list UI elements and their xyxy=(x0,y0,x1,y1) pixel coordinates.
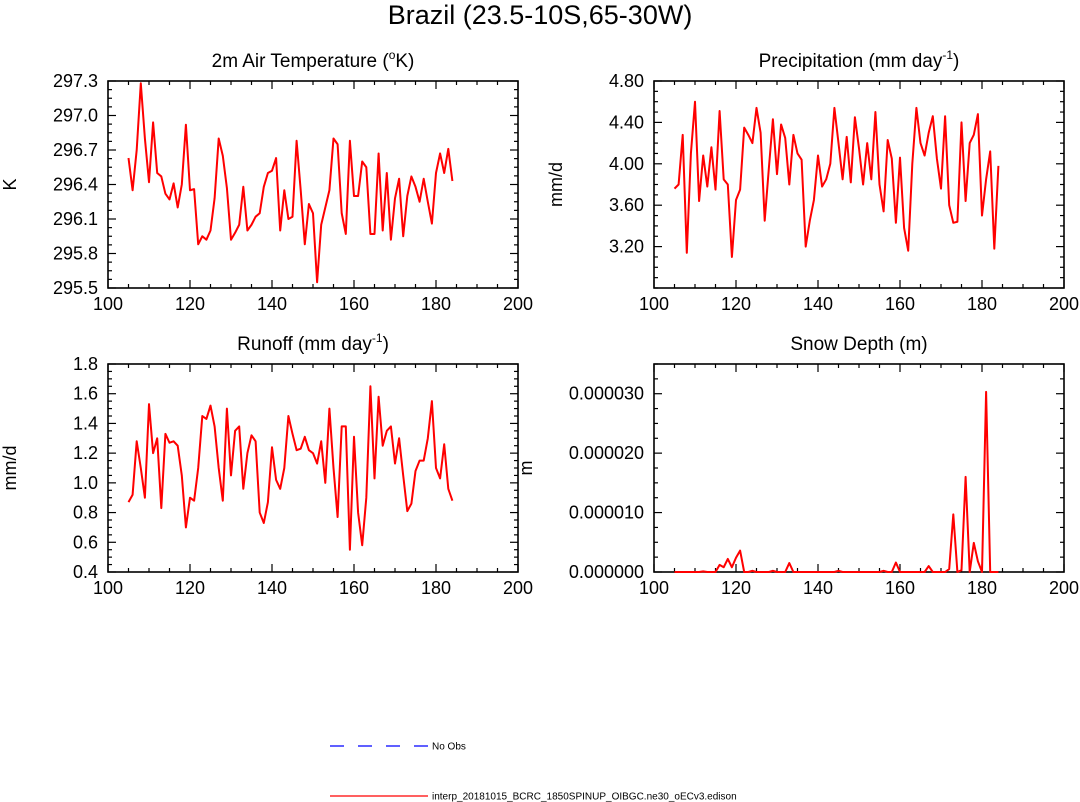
y-axis-label: K xyxy=(0,178,20,190)
y-tick-label: 0.4 xyxy=(73,562,98,582)
y-tick-label: 1.0 xyxy=(73,473,98,493)
panel-4: Snow Depth (m) 100 120 140 160 180 200 0.000000… xyxy=(516,334,1079,598)
y-axis-label: mm/d xyxy=(546,162,566,207)
panel-1: 2m Air Temperature (oK) 100 120 140 160 180 20… xyxy=(0,48,533,314)
panel-2: Precipitation (mm day-1) 100 120 140 160 180 2… xyxy=(546,48,1079,314)
x-tick-label: 160 xyxy=(885,294,915,314)
y-tick-label: 0.000010 xyxy=(569,503,644,523)
legend-label: interp_20181015_BCRC_1850SPINUP_OIBGC.ne… xyxy=(432,792,737,802)
x-tick-label: 200 xyxy=(1049,294,1079,314)
y-tick-label: 297.0 xyxy=(53,106,98,126)
x-tick-label: 180 xyxy=(421,578,451,598)
y-tick-label: 296.4 xyxy=(53,175,98,195)
figure-title: Brazil (23.5-10S,65-30W) xyxy=(388,0,693,30)
y-tick-label: 296.7 xyxy=(53,140,98,160)
x-tick-label: 120 xyxy=(721,578,751,598)
x-tick-label: 120 xyxy=(175,578,205,598)
series-line xyxy=(674,390,999,573)
legend-item: No Obs xyxy=(330,742,466,753)
x-tick-label: 120 xyxy=(175,294,205,314)
y-tick-label: 1.8 xyxy=(73,354,98,374)
panels: 2m Air Temperature (oK) 100 120 140 160 180 20… xyxy=(0,48,1079,598)
legend: No Obs interp_20181015_BCRC_1850SPINUP_OI… xyxy=(330,742,737,802)
plot-frame xyxy=(107,80,519,289)
x-tick-label: 160 xyxy=(339,294,369,314)
x-tick-label: 180 xyxy=(421,294,451,314)
y-tick-label: 297.3 xyxy=(53,71,98,91)
y-axis-label: mm/d xyxy=(0,446,20,491)
plot-frame xyxy=(107,363,519,573)
x-tick-label: 200 xyxy=(503,578,533,598)
y-tick-label: 296.1 xyxy=(53,209,98,229)
legend-label: No Obs xyxy=(432,742,466,753)
x-tick-label: 100 xyxy=(639,294,669,314)
y-tick-label: 4.80 xyxy=(609,71,644,91)
y-tick-label: 1.2 xyxy=(73,443,98,463)
y-tick-label: 295.5 xyxy=(53,278,98,298)
legend-item: interp_20181015_BCRC_1850SPINUP_OIBGC.ne… xyxy=(330,792,737,802)
title-superscript: o xyxy=(389,48,396,62)
x-tick-label: 120 xyxy=(721,294,751,314)
y-tick-label: 3.20 xyxy=(609,237,644,257)
y-tick-label: 4.00 xyxy=(609,154,644,174)
x-tick-label: 200 xyxy=(1049,578,1079,598)
y-tick-label: 0.000030 xyxy=(569,384,644,404)
x-tick-label: 160 xyxy=(339,578,369,598)
x-tick-label: 140 xyxy=(257,294,287,314)
series-line xyxy=(127,385,454,551)
y-tick-label: 1.6 xyxy=(73,384,98,404)
y-tick-label: 4.40 xyxy=(609,112,644,132)
title-superscript: -1 xyxy=(942,48,953,62)
panel-3: Runoff (mm day-1) 100 120 140 160 180 200 0.4 0.… xyxy=(0,331,533,598)
x-tick-label: 160 xyxy=(885,578,915,598)
panel-title: Precipitation (mm day-1) xyxy=(759,48,960,72)
x-tick-label: 140 xyxy=(803,578,833,598)
x-tick-label: 100 xyxy=(639,578,669,598)
panel-title: 2m Air Temperature (oK) xyxy=(212,48,415,72)
series-line xyxy=(673,100,1000,258)
x-tick-label: 200 xyxy=(503,294,533,314)
y-tick-label: 0.000020 xyxy=(569,443,644,463)
x-tick-label: 100 xyxy=(93,578,123,598)
y-tick-label: 0.000000 xyxy=(569,562,644,582)
title-superscript: -1 xyxy=(372,331,383,345)
x-tick-label: 180 xyxy=(967,294,997,314)
y-tick-label: 0.6 xyxy=(73,532,98,552)
x-tick-label: 100 xyxy=(93,294,123,314)
x-tick-label: 140 xyxy=(257,578,287,598)
panel-title: Snow Depth (m) xyxy=(790,334,927,355)
y-tick-label: 295.8 xyxy=(53,244,98,264)
y-tick-label: 1.4 xyxy=(73,413,98,433)
y-tick-label: 3.60 xyxy=(609,195,644,215)
y-axis-label: m xyxy=(516,461,536,476)
x-tick-label: 180 xyxy=(967,578,997,598)
panel-title: Runoff (mm day-1) xyxy=(237,331,389,355)
x-tick-label: 140 xyxy=(803,294,833,314)
series-line xyxy=(127,82,454,284)
plot-frame xyxy=(653,363,1065,573)
y-tick-label: 0.8 xyxy=(73,503,98,523)
